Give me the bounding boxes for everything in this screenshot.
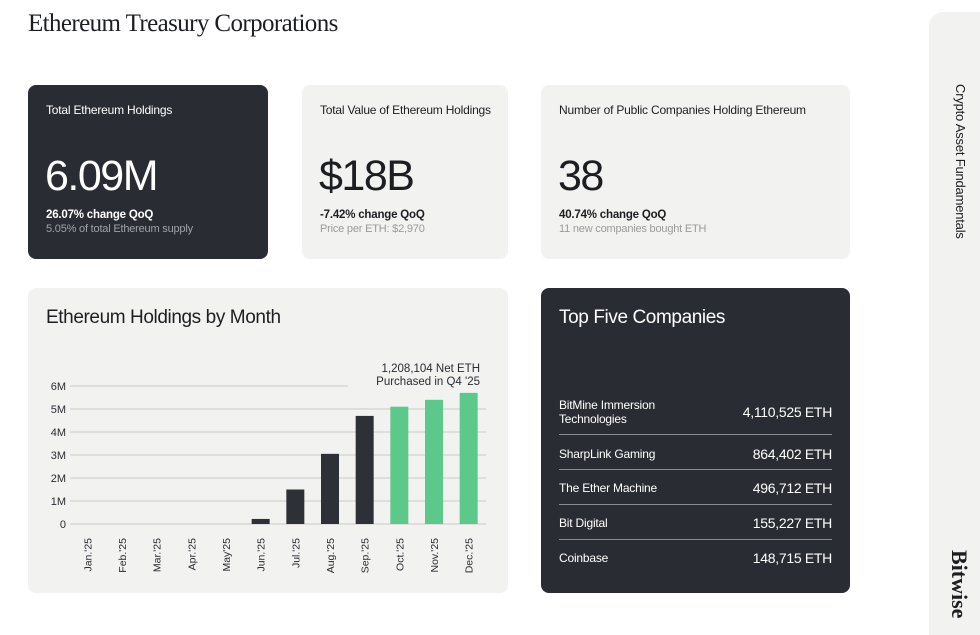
company-holdings: 155,227 ETH xyxy=(752,515,833,531)
company-name: The Ether Machine xyxy=(559,481,657,495)
company-row: BitMine Immersion Technologies 4,110,525… xyxy=(559,398,832,426)
y-tick-label: 4M xyxy=(51,427,66,439)
chart-annotation-line2: Purchased in Q4 '25 xyxy=(376,376,480,388)
company-row: Bit Digital 155,227 ETH xyxy=(559,513,832,533)
row-divider xyxy=(559,434,832,435)
brand-logo: Bitwise xyxy=(947,550,972,619)
bar-5 xyxy=(251,518,270,524)
bar-11 xyxy=(459,392,478,524)
bar-8 xyxy=(355,415,374,524)
x-tick-label: Feb.'25 xyxy=(117,538,129,573)
company-holdings: 4,110,525 ETH xyxy=(742,404,833,420)
row-divider xyxy=(559,469,832,470)
top-companies-title: Top Five Companies xyxy=(559,307,725,328)
stat-change: 26.07% change QoQ xyxy=(46,209,154,221)
y-tick-label: 6M xyxy=(51,381,66,393)
stat-label: Total Ethereum Holdings xyxy=(46,103,173,117)
company-holdings: 864,402 ETH xyxy=(752,446,833,462)
x-tick-label: Jul.'25 xyxy=(290,538,302,568)
y-tick-label: 3M xyxy=(51,450,66,462)
stat-subtext: 5.05% of total Ethereum supply xyxy=(46,223,193,235)
stat-subtext: 11 new companies bought ETH xyxy=(559,223,707,235)
y-tick-label: 1M xyxy=(51,496,66,508)
x-tick-label: Nov.'25 xyxy=(429,538,441,573)
page-title: Ethereum Treasury Corporations xyxy=(28,10,338,37)
stat-value: 6.09M xyxy=(45,152,159,200)
x-tick-label: Apr.'25 xyxy=(186,538,198,571)
x-tick-label: Sep.'25 xyxy=(360,538,372,573)
side-tab-label: Crypto Asset Fundamentals xyxy=(953,84,968,239)
stat-change: -7.42% change QoQ xyxy=(320,209,425,221)
x-tick-label: Jan.'25 xyxy=(82,538,94,572)
stat-subtext: Price per ETH: $2,970 xyxy=(320,223,425,235)
stat-card-total-value: Total Value of Ethereum Holdings $18B -7… xyxy=(302,85,508,259)
stat-card-total-holdings: Total Ethereum Holdings 6.09M 26.07% cha… xyxy=(28,85,268,259)
x-tick-label: May'25 xyxy=(221,538,233,572)
top-companies-card: Top Five Companies BitMine Immersion Tec… xyxy=(541,288,850,593)
stat-label: Number of Public Companies Holding Ether… xyxy=(559,103,806,117)
company-name: BitMine Immersion Technologies xyxy=(559,398,655,426)
company-name: SharpLink Gaming xyxy=(559,447,656,461)
bar-9 xyxy=(390,406,409,524)
company-row: Coinbase 148,715 ETH xyxy=(559,548,832,568)
bar-6 xyxy=(286,489,305,524)
holdings-bar-chart: 0 1M 2M 3M 4M 5M 6M Jan.'25 Feb.'25 Mar.'25 Apr.'2… xyxy=(51,363,486,573)
company-row: The Ether Machine 496,712 ETH xyxy=(559,478,832,498)
company-name: Coinbase xyxy=(559,551,609,565)
x-tick-label: Aug.'25 xyxy=(325,538,337,573)
y-tick-label: 0 xyxy=(60,519,66,531)
company-name: Bit Digital xyxy=(559,516,608,530)
side-tab[interactable] xyxy=(929,12,980,635)
y-tick-label: 2M xyxy=(51,473,66,485)
stat-label: Total Value of Ethereum Holdings xyxy=(320,103,491,117)
stat-value: 38 xyxy=(558,152,604,200)
stat-change: 40.74% change QoQ xyxy=(559,209,667,221)
y-tick-label: 5M xyxy=(51,404,66,416)
x-tick-label: Dec.'25 xyxy=(464,538,476,573)
bar-7 xyxy=(321,453,339,524)
x-tick-label: Oct.'25 xyxy=(394,538,406,571)
row-divider xyxy=(559,539,832,540)
chart-annotation-line1: 1,208,104 Net ETH xyxy=(382,363,480,375)
company-holdings: 496,712 ETH xyxy=(752,480,833,496)
stat-value: $18B xyxy=(319,152,415,200)
x-tick-label: Mar.'25 xyxy=(152,538,164,572)
chart-title: Ethereum Holdings by Month xyxy=(46,307,281,328)
chart-card: Ethereum Holdings by Month 0 1M 2M 3M 4M 5M 6M… xyxy=(28,288,508,593)
row-divider xyxy=(559,504,832,505)
company-row: SharpLink Gaming 864,402 ETH xyxy=(559,444,832,464)
company-holdings: 148,715 ETH xyxy=(752,550,833,566)
bar-10 xyxy=(425,399,443,524)
stat-card-company-count: Number of Public Companies Holding Ether… xyxy=(541,85,850,259)
x-tick-label: Jun.'25 xyxy=(256,538,268,572)
